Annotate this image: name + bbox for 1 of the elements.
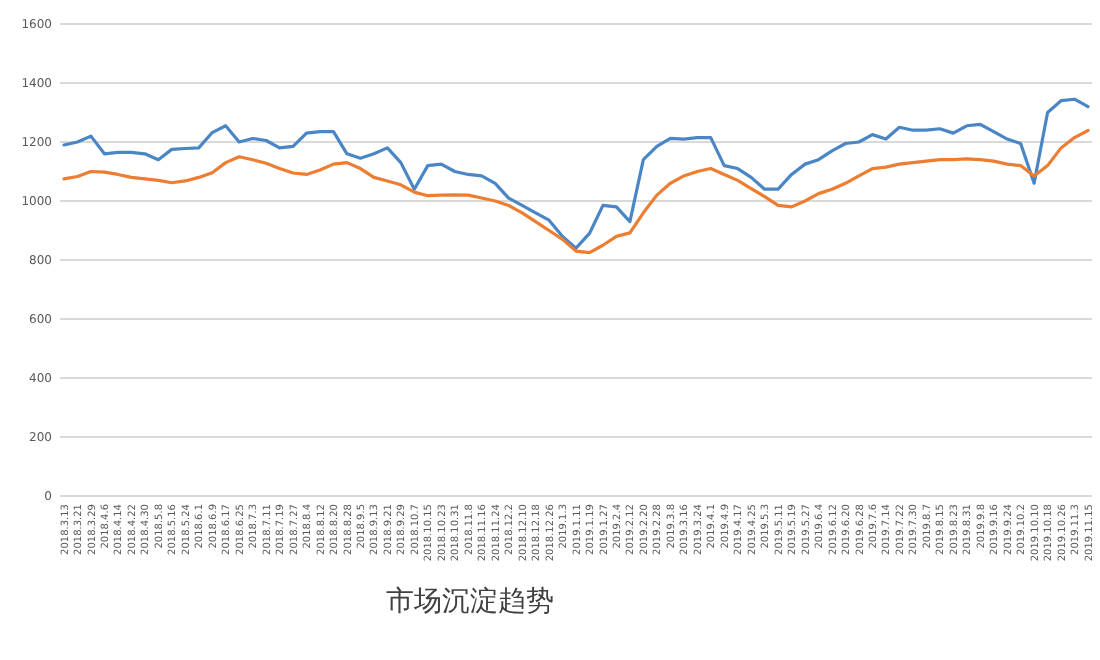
text: 市场沉淀趋势: [386, 586, 554, 618]
